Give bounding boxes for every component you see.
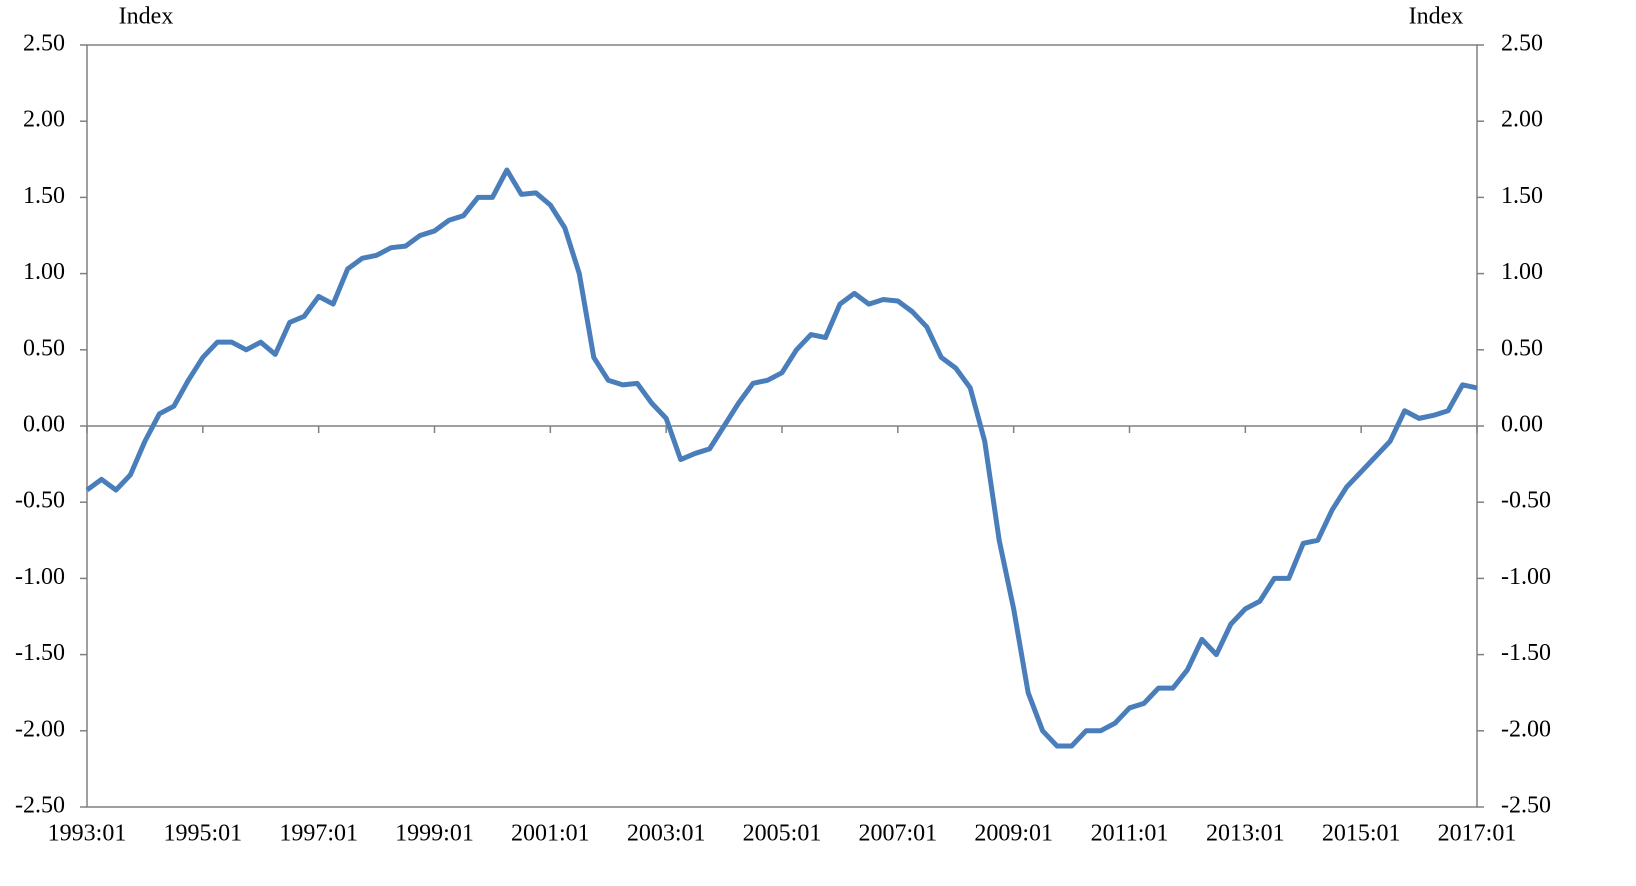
y-tick-label: 1.50 xyxy=(23,183,65,209)
x-tick-label: 1999:01 xyxy=(395,821,474,847)
y2-tick-label: -0.50 xyxy=(1501,488,1551,514)
x-tick-label: 2003:01 xyxy=(627,821,706,847)
x-tick-label: 1997:01 xyxy=(279,821,358,847)
y-tick-label: 1.00 xyxy=(23,259,65,285)
y2-axis-label: Index xyxy=(1409,4,1464,30)
y-tick-label: -1.50 xyxy=(15,640,65,666)
x-tick-label: 1993:01 xyxy=(48,821,127,847)
y-tick-label: 0.50 xyxy=(23,335,65,361)
x-tick-label: 2015:01 xyxy=(1322,821,1401,847)
y2-tick-label: 1.50 xyxy=(1501,183,1543,209)
x-tick-label: 2007:01 xyxy=(858,821,937,847)
y2-tick-label: -2.00 xyxy=(1501,716,1551,742)
y-tick-label: -2.00 xyxy=(15,716,65,742)
x-tick-label: 2001:01 xyxy=(511,821,590,847)
x-tick-label: 1995:01 xyxy=(163,821,242,847)
y2-tick-label: 2.50 xyxy=(1501,31,1543,57)
y-tick-label: 2.50 xyxy=(23,31,65,57)
y2-tick-label: 2.00 xyxy=(1501,107,1543,133)
y2-tick-label: 1.00 xyxy=(1501,259,1543,285)
y-tick-label: 2.00 xyxy=(23,107,65,133)
y-tick-label: -1.00 xyxy=(15,564,65,590)
y-tick-label: -0.50 xyxy=(15,488,65,514)
x-tick-label: 2013:01 xyxy=(1206,821,1285,847)
data-line xyxy=(85,167,1478,749)
y-tick-label: -2.50 xyxy=(15,793,65,819)
y2-tick-label: -1.00 xyxy=(1501,564,1551,590)
x-tick-label: 2005:01 xyxy=(743,821,822,847)
x-tick-label: 2017:01 xyxy=(1438,821,1517,847)
y2-tick-label: 0.00 xyxy=(1501,412,1543,438)
y2-tick-label: -2.50 xyxy=(1501,793,1551,819)
y2-tick-label: -1.50 xyxy=(1501,640,1551,666)
x-tick-label: 2011:01 xyxy=(1091,821,1169,847)
x-tick-label: 2009:01 xyxy=(974,821,1053,847)
y-tick-label: 0.00 xyxy=(23,412,65,438)
y-axis-label: Index xyxy=(119,4,174,30)
y2-tick-label: 0.50 xyxy=(1501,335,1543,361)
